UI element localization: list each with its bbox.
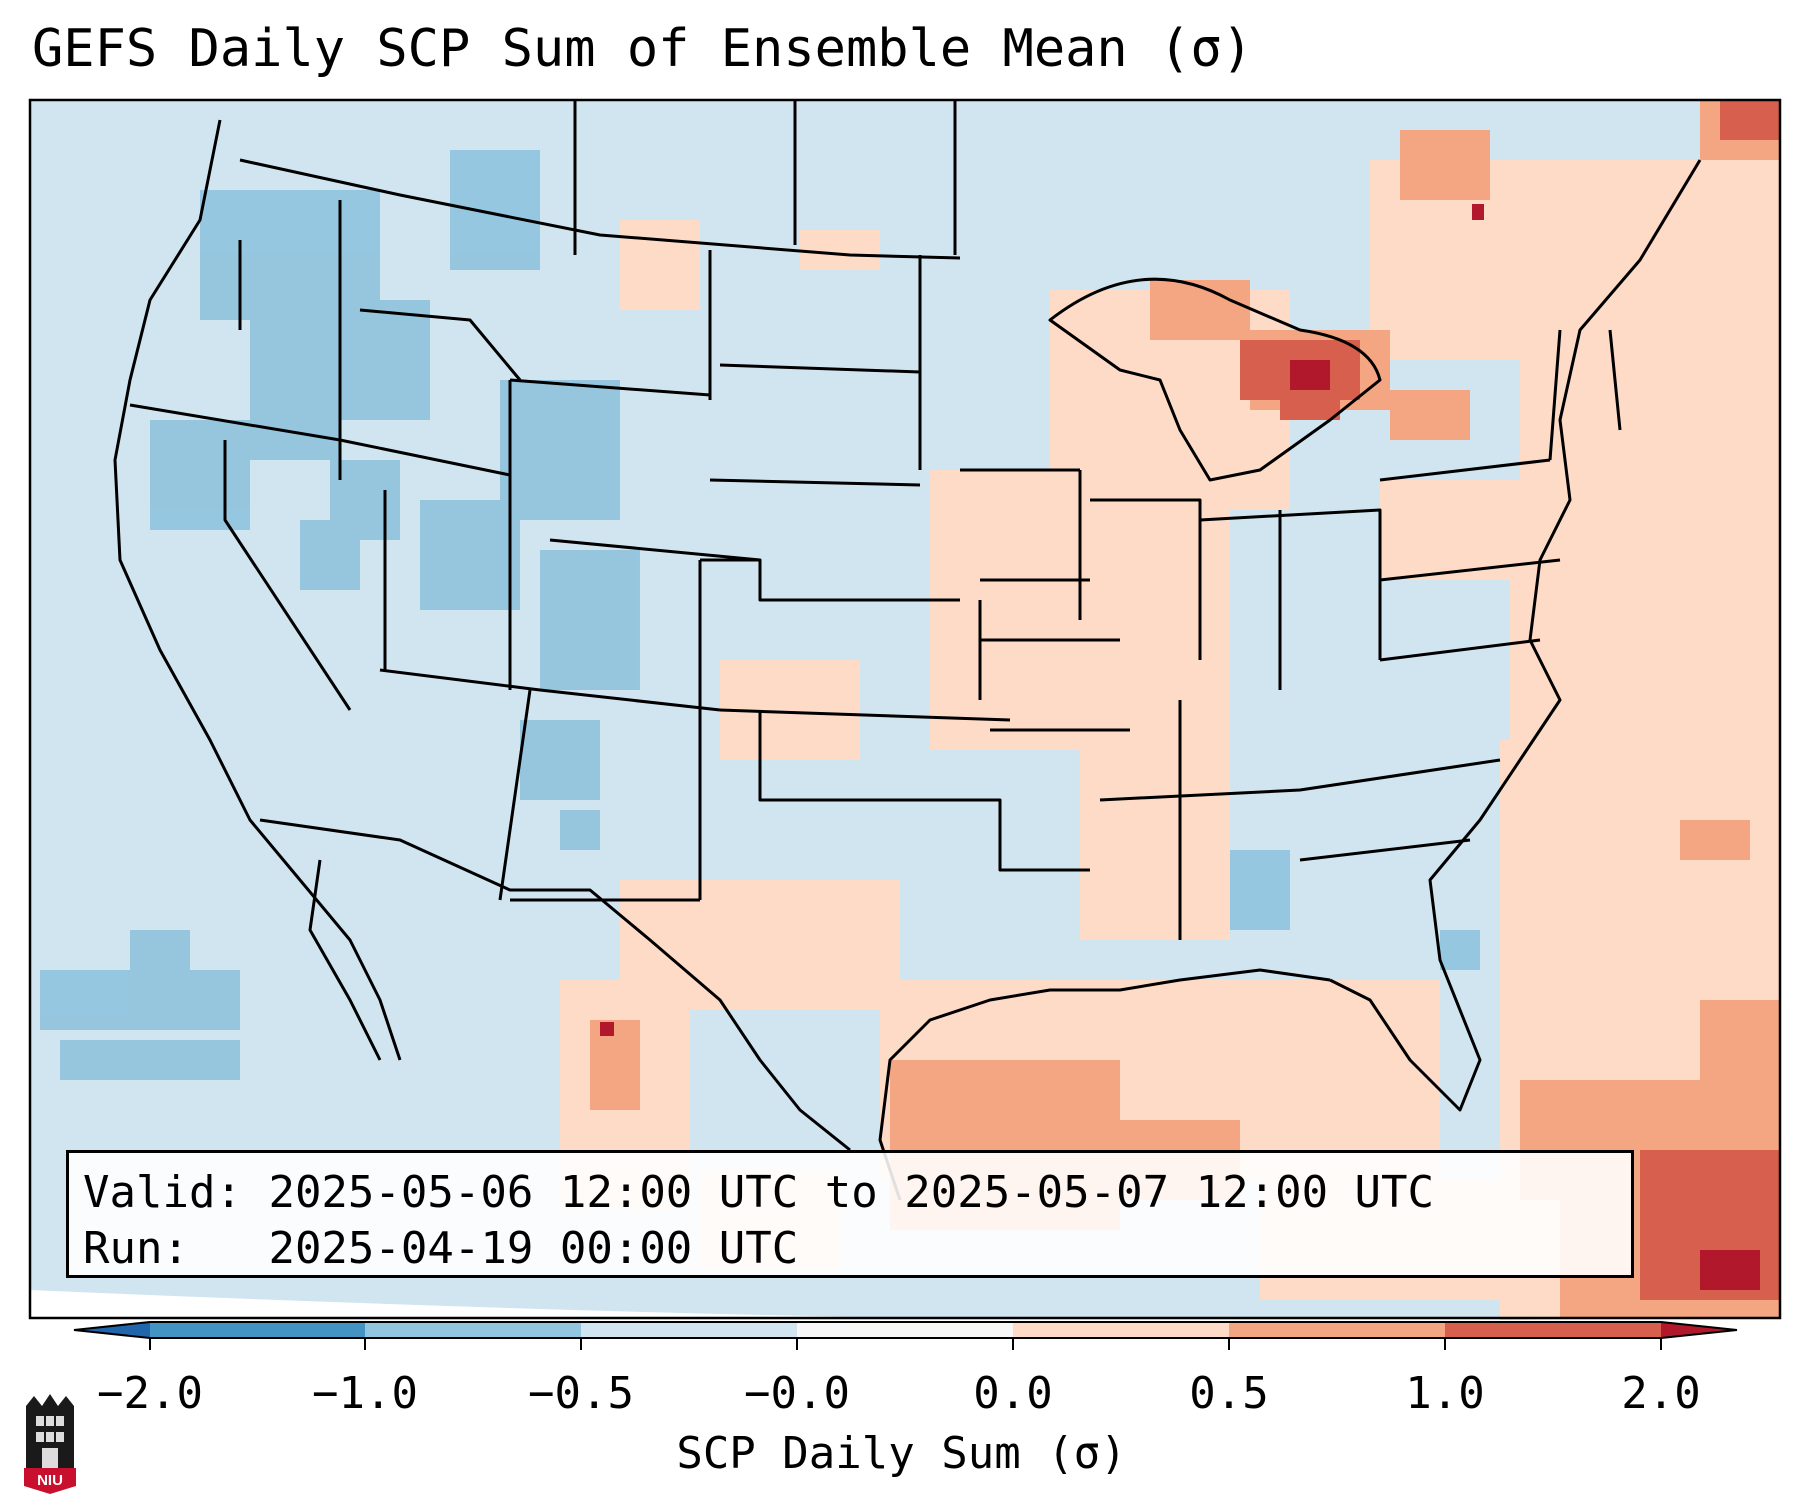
valid-value: 2025-05-06 12:00 UTC to 2025-05-07 12:00…: [268, 1167, 1435, 1218]
colorbar-tick-label: −0.5: [528, 1368, 634, 1419]
colorbar-tick-label: 0.5: [1189, 1368, 1269, 1419]
valid-label: Valid:: [83, 1167, 242, 1218]
colorbar-segment-6: [1229, 1322, 1445, 1338]
east-coastline: [1329, 159, 1702, 1112]
run-value: 2025-04-19 00:00 UTC: [268, 1223, 799, 1274]
colorbar-extend-low: [74, 1322, 150, 1338]
colorbar-segment-2: [365, 1322, 581, 1338]
canada-border: [239, 158, 961, 260]
colorbar-segment-1: [150, 1322, 365, 1338]
anomaly-field: [30, 100, 1780, 1320]
colorbar-tick-label: 1.0: [1405, 1368, 1485, 1419]
colorbar-segment-3: [581, 1322, 797, 1338]
mexico-border: [259, 818, 851, 1152]
colorbar-tick-label: −0.0: [744, 1368, 850, 1419]
colorbar-tick-label: 2.0: [1621, 1368, 1701, 1419]
svg-text:NIU: NIU: [37, 1472, 63, 1489]
map-frame: [28, 98, 1782, 1320]
negative-anomaly-patches: [40, 150, 1770, 1080]
run-label: Run:: [83, 1223, 189, 1274]
great-lakes-outline: [1048, 277, 1382, 482]
colorbar-tick-label: −1.0: [312, 1368, 418, 1419]
baja-coast: [308, 859, 382, 1061]
colorbar-tick-label: 0.0: [973, 1368, 1053, 1419]
info-box: Valid: 2025-05-06 12:00 UTC to 2025-05-0…: [66, 1150, 1634, 1278]
gulf-coastline: [878, 968, 1331, 1201]
niu-logo-icon: NIU: [24, 1394, 76, 1494]
colorbar: [73, 1321, 1738, 1350]
extreme-positive-patches: [600, 204, 1760, 1290]
colorbar-label: SCP Daily Sum (σ): [676, 1428, 1127, 1479]
map-title: GEFS Daily SCP Sum of Ensemble Mean (σ): [32, 19, 1253, 79]
colorbar-extend-high: [1661, 1322, 1737, 1338]
colorbar-segment-4: [797, 1322, 1013, 1338]
colorbar-tick-label: −2.0: [97, 1368, 203, 1419]
colorbar-segment-7: [1445, 1322, 1661, 1338]
west-coastline: [113, 119, 402, 1061]
boundary-lines: [113, 100, 1702, 1201]
colorbar-segment-5: [1013, 1322, 1229, 1338]
